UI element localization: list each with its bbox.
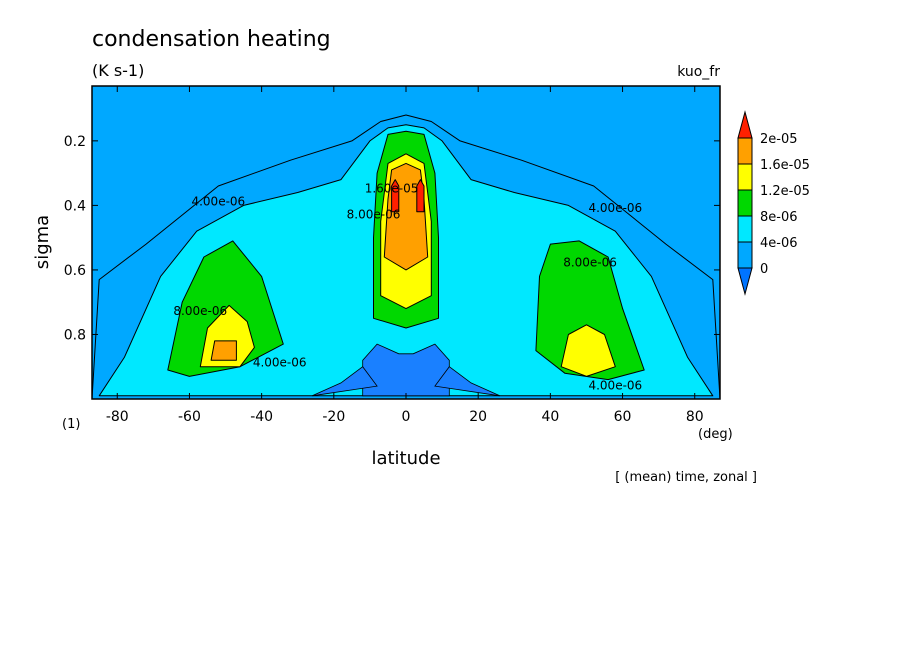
x-tick-label: -60: [178, 409, 201, 425]
colorbar-label: 0: [760, 262, 768, 277]
x-tick-label: -40: [250, 409, 273, 425]
y-axis-label: sigma: [32, 215, 53, 269]
colorbar-label: 1.2e-05: [760, 184, 810, 199]
x-tick-label: 20: [469, 409, 487, 425]
chart-units: (K s-1): [92, 61, 144, 80]
contour-label-5: 4.00e-06: [588, 201, 642, 215]
colorbar-label: 1.6e-05: [760, 158, 810, 173]
chart-title: condensation heating: [92, 27, 331, 52]
colorbar-label: 8e-06: [760, 210, 798, 225]
contour-region-11: [416, 179, 425, 213]
colorbar-min-triangle: [737, 267, 753, 296]
x-axis-ticks: -80 -60 -40 -20 0 20 40 60 80: [106, 86, 704, 425]
y-tick-label: 0.8: [64, 327, 86, 343]
contour-label-7: 4.00e-06: [588, 378, 642, 392]
low-value-region-2: [434, 366, 500, 397]
colorbar-label: 2e-05: [760, 132, 798, 147]
colorbar-max-triangle: [737, 110, 753, 139]
contour-region-7: [560, 324, 616, 377]
x-tick-label: -20: [322, 409, 345, 425]
colorbar-segment: [737, 215, 753, 243]
contour-label-6: 8.00e-06: [563, 256, 617, 270]
low-value-region-1: [312, 366, 378, 397]
colorbar-segment: [737, 241, 753, 269]
colorbar-label: 4e-06: [760, 236, 798, 251]
contour-region-8: [210, 340, 237, 361]
x-tick-label: 40: [541, 409, 559, 425]
contour-region-10: [391, 179, 400, 213]
chart-subtitle: [ (mean) time, zonal ]: [615, 470, 757, 485]
contour-label-0: 4.00e-06: [191, 194, 245, 208]
y-tick-label: 0.4: [64, 198, 86, 214]
contour-label-3: 8.00e-06: [347, 207, 401, 221]
x-tick-label: 80: [686, 409, 704, 425]
x-tick-label: 0: [402, 409, 411, 425]
colorbar: 2e-05 1.6e-05 1.2e-05 8e-06 4e-06 0: [737, 110, 810, 296]
contour-label-1: 8.00e-06: [173, 304, 227, 318]
x-axis-label: latitude: [371, 448, 440, 469]
contour-labels: 4.00e-06 8.00e-06 4.00e-06 8.00e-06 1.60e-05…: [173, 181, 642, 392]
plot-area: 4.00e-06 8.00e-06 4.00e-06 8.00e-06 1.60e-05…: [91, 85, 721, 400]
colorbar-segment: [737, 189, 753, 217]
y-tick-label: 0.6: [64, 263, 86, 279]
y-axis-units: (1): [62, 417, 80, 432]
colorbar-segment: [737, 137, 753, 165]
colorbar-segment: [737, 163, 753, 191]
x-tick-label: 60: [614, 409, 632, 425]
contour-label-4: 1.60e-05: [365, 181, 419, 195]
x-axis-units: (deg): [698, 427, 733, 442]
y-tick-label: 0.2: [64, 134, 86, 150]
contour-label-2: 4.00e-06: [253, 356, 307, 370]
contour-regions: [91, 114, 721, 400]
x-tick-label: -80: [106, 409, 129, 425]
y-axis-ticks: 0.2 0.4 0.6 0.8: [64, 134, 720, 343]
variable-name: kuo_fr: [677, 64, 720, 80]
